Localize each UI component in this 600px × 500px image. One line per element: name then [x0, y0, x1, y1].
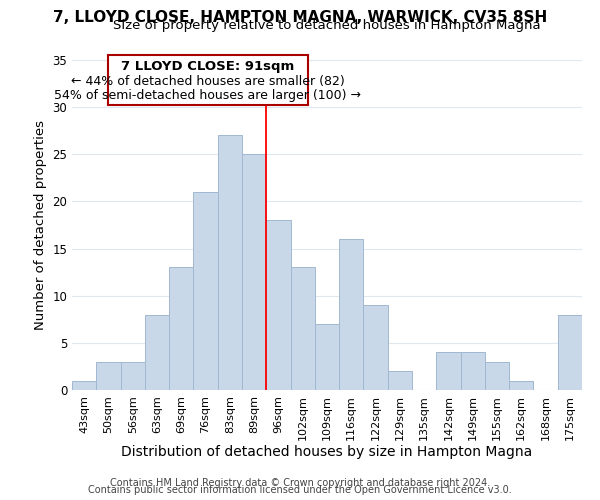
Bar [121, 362, 145, 390]
Bar [242, 154, 266, 390]
Bar [145, 314, 169, 390]
Bar [290, 268, 315, 390]
Bar [315, 324, 339, 390]
Bar [339, 239, 364, 390]
Text: Contains public sector information licensed under the Open Government Licence v3: Contains public sector information licen… [88, 485, 512, 495]
Text: 54% of semi-detached houses are larger (100) →: 54% of semi-detached houses are larger (… [55, 89, 361, 102]
Bar [436, 352, 461, 390]
Bar [72, 380, 96, 390]
Bar [388, 371, 412, 390]
Text: ← 44% of detached houses are smaller (82): ← 44% of detached houses are smaller (82… [71, 75, 345, 88]
Bar [558, 314, 582, 390]
Bar [193, 192, 218, 390]
Bar [266, 220, 290, 390]
Bar [96, 362, 121, 390]
X-axis label: Distribution of detached houses by size in Hampton Magna: Distribution of detached houses by size … [121, 446, 533, 460]
Text: 7 LLOYD CLOSE: 91sqm: 7 LLOYD CLOSE: 91sqm [121, 60, 295, 73]
Text: Contains HM Land Registry data © Crown copyright and database right 2024.: Contains HM Land Registry data © Crown c… [110, 478, 490, 488]
Y-axis label: Number of detached properties: Number of detached properties [34, 120, 47, 330]
Bar [218, 136, 242, 390]
Bar [485, 362, 509, 390]
Bar [509, 380, 533, 390]
Text: 7, LLOYD CLOSE, HAMPTON MAGNA, WARWICK, CV35 8SH: 7, LLOYD CLOSE, HAMPTON MAGNA, WARWICK, … [53, 10, 547, 25]
FancyBboxPatch shape [109, 56, 308, 106]
Bar [169, 268, 193, 390]
Title: Size of property relative to detached houses in Hampton Magna: Size of property relative to detached ho… [113, 20, 541, 32]
Bar [461, 352, 485, 390]
Bar [364, 305, 388, 390]
